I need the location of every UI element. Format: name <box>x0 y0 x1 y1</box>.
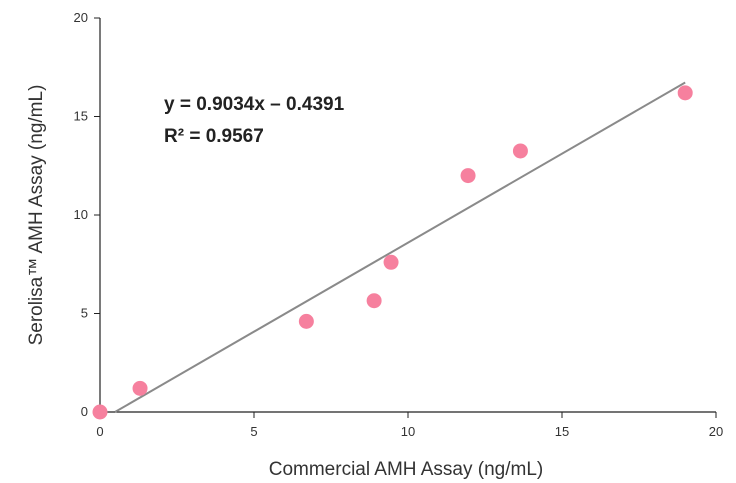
axes: 0 5 10 15 20 0 5 10 15 20 <box>74 10 724 439</box>
x-tick-label: 20 <box>709 424 723 439</box>
y-tick-label: 10 <box>74 207 88 222</box>
data-point <box>460 168 476 184</box>
x-axis-title: Commercial AMH Assay (ng/mL) <box>269 459 544 480</box>
x-tick-label: 5 <box>250 424 257 439</box>
x-tick-label: 10 <box>401 424 415 439</box>
data-point <box>512 143 528 159</box>
x-tick-label: 0 <box>96 424 103 439</box>
points-layer <box>92 85 693 420</box>
y-tick-label: 5 <box>81 306 88 321</box>
x-tick-label: 15 <box>555 424 569 439</box>
data-point <box>677 85 693 101</box>
y-tick-label: 0 <box>81 404 88 419</box>
trendline <box>114 81 686 413</box>
trendline-layer <box>114 81 686 413</box>
y-tick-label: 20 <box>74 10 88 25</box>
y-tick-label: 15 <box>74 109 88 124</box>
r-squared-value: R² = 0.9567 <box>164 126 264 147</box>
data-point <box>366 293 382 309</box>
data-point <box>298 313 314 329</box>
regression-equation: y = 0.9034x – 0.4391 <box>164 94 345 115</box>
data-point <box>132 380 148 396</box>
y-axis-title: Serolisa™ AMH Assay (ng/mL) <box>26 85 47 346</box>
labels-layer: y = 0.9034x – 0.4391 R² = 0.9567 Commerc… <box>26 85 543 480</box>
data-point <box>92 404 108 420</box>
data-point <box>383 254 399 270</box>
